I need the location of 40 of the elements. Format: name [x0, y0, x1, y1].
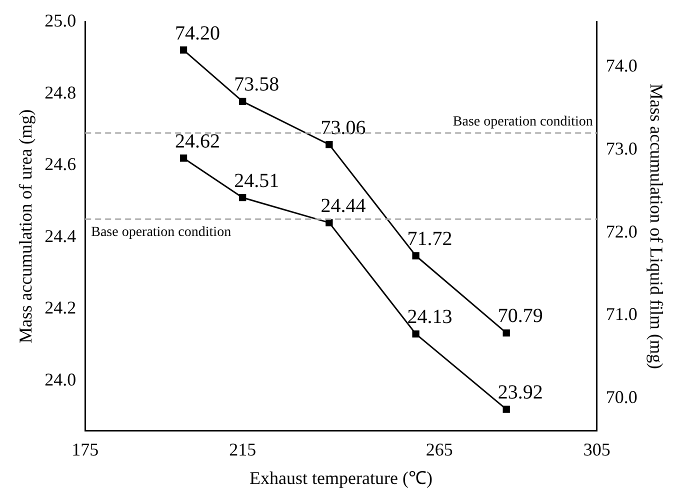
data-label: 23.92	[498, 382, 543, 404]
y-tick-label: 24.6	[44, 154, 76, 174]
y-tick-label: 24.8	[44, 82, 76, 102]
point	[412, 330, 420, 338]
data-label: 74.20	[175, 22, 220, 44]
data-label: 73.06	[320, 116, 366, 139]
point	[412, 252, 420, 260]
data-label: 71.72	[407, 228, 452, 250]
point	[502, 329, 510, 336]
data-label: 24.44	[320, 194, 366, 217]
point	[326, 219, 333, 226]
data-label: 24.13	[407, 306, 452, 328]
x-tick-label: 305	[583, 439, 610, 460]
y2-tick-label: 73.0	[606, 138, 638, 158]
data-label: 73.58	[234, 74, 280, 96]
point	[239, 98, 246, 106]
data-label: 24.62	[175, 130, 220, 152]
y2-axis-title: Mass accumulation of Liquid film (mg)	[646, 84, 666, 370]
y-axis-title: Mass accumulation of urea (mg)	[16, 109, 36, 344]
point	[180, 154, 188, 162]
y-tick-label: 25.0	[44, 10, 76, 31]
data-label: 70.79	[498, 305, 543, 328]
y-tick-label: 24.0	[44, 369, 76, 390]
y-tick-label: 24.2	[44, 298, 76, 318]
y2-tick-label: 74.0	[606, 55, 638, 76]
x-tick-label: 175	[72, 439, 99, 460]
data-label: 24.51	[234, 170, 280, 192]
y2-tick-label: 71.0	[606, 304, 638, 324]
x-tick-label: 215	[229, 439, 256, 460]
point	[239, 194, 246, 202]
point	[326, 141, 333, 148]
x-axis-title: Exhaust temperature (℃)	[250, 468, 432, 488]
x-tick-label: 265	[426, 439, 453, 460]
point	[502, 406, 510, 413]
y2-tick-label: 70.0	[606, 387, 638, 408]
ref-line-label: Base operation condition	[452, 114, 593, 130]
ref-line-label: Base operation condition	[91, 224, 232, 240]
y2-tick-label: 72.0	[606, 221, 638, 242]
y-tick-label: 24.4	[44, 226, 76, 246]
point	[180, 46, 188, 54]
